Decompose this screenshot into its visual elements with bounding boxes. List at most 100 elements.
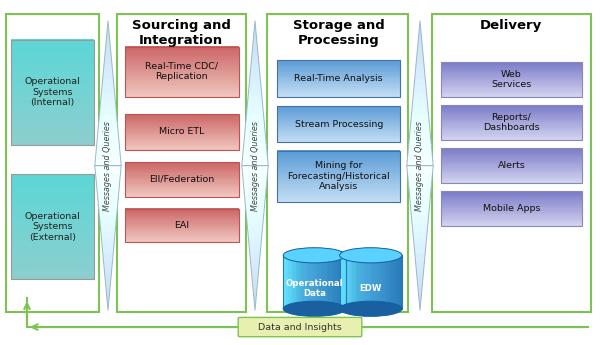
Bar bbox=[408, 172, 432, 180]
Bar bbox=[125, 63, 239, 65]
Bar bbox=[125, 176, 239, 177]
Bar bbox=[11, 237, 94, 241]
Bar bbox=[277, 84, 400, 86]
Bar bbox=[441, 120, 582, 121]
Bar bbox=[104, 259, 112, 267]
Bar bbox=[125, 50, 239, 51]
Bar bbox=[125, 126, 239, 127]
Bar bbox=[277, 127, 400, 129]
Bar bbox=[441, 66, 582, 68]
Bar bbox=[441, 92, 582, 93]
Bar bbox=[441, 65, 582, 67]
Bar bbox=[11, 181, 94, 185]
Bar bbox=[417, 274, 423, 282]
Bar bbox=[125, 178, 239, 179]
Text: Web
Services: Web Services bbox=[491, 70, 532, 89]
Bar bbox=[125, 88, 239, 90]
Bar bbox=[11, 124, 94, 127]
Text: Real-Time CDC/
Replication: Real-Time CDC/ Replication bbox=[145, 62, 218, 81]
Bar bbox=[277, 138, 400, 140]
Bar bbox=[389, 255, 392, 309]
Bar bbox=[277, 154, 400, 156]
Bar bbox=[125, 238, 239, 239]
Text: Operational
Systems
(External): Operational Systems (External) bbox=[25, 212, 80, 242]
Bar bbox=[441, 123, 582, 125]
Bar bbox=[245, 122, 265, 129]
Bar bbox=[125, 75, 239, 77]
Bar bbox=[441, 175, 582, 176]
Bar bbox=[11, 177, 94, 181]
Bar bbox=[277, 131, 400, 132]
Bar bbox=[125, 66, 239, 68]
Bar bbox=[277, 172, 400, 175]
FancyBboxPatch shape bbox=[238, 317, 362, 337]
Bar bbox=[125, 208, 239, 210]
Bar bbox=[11, 188, 94, 192]
Bar bbox=[250, 78, 260, 86]
Bar bbox=[318, 255, 321, 309]
Ellipse shape bbox=[340, 301, 402, 316]
Bar bbox=[251, 259, 259, 267]
Bar bbox=[441, 204, 582, 205]
Bar bbox=[277, 60, 400, 61]
Bar bbox=[125, 81, 239, 83]
Bar bbox=[11, 141, 94, 145]
Bar bbox=[277, 118, 400, 119]
Bar bbox=[125, 134, 239, 136]
Bar bbox=[125, 166, 239, 168]
Bar bbox=[102, 86, 114, 93]
Bar bbox=[441, 156, 582, 158]
Bar bbox=[277, 106, 400, 142]
Bar bbox=[441, 163, 582, 165]
Bar bbox=[11, 255, 94, 258]
Bar bbox=[242, 165, 268, 173]
Bar bbox=[252, 49, 258, 57]
Bar bbox=[419, 20, 421, 28]
Bar bbox=[441, 112, 582, 113]
Bar bbox=[277, 83, 400, 85]
Bar bbox=[408, 151, 432, 158]
Bar bbox=[125, 193, 239, 194]
Bar bbox=[125, 213, 239, 214]
Bar bbox=[247, 100, 263, 108]
Bar bbox=[11, 226, 94, 230]
Bar bbox=[441, 149, 582, 151]
Bar bbox=[125, 120, 239, 121]
Bar bbox=[11, 248, 94, 252]
Bar bbox=[277, 79, 400, 81]
Bar bbox=[125, 239, 239, 240]
Text: Micro ETL: Micro ETL bbox=[159, 127, 205, 137]
Bar bbox=[277, 171, 400, 173]
Bar bbox=[441, 134, 582, 135]
Bar bbox=[441, 94, 582, 96]
Bar bbox=[441, 201, 582, 203]
Bar bbox=[248, 93, 262, 100]
Bar bbox=[249, 86, 261, 93]
Bar bbox=[441, 71, 582, 72]
Bar bbox=[380, 255, 383, 309]
Bar bbox=[277, 62, 400, 64]
Bar bbox=[11, 223, 94, 227]
Bar bbox=[441, 179, 582, 180]
Text: Stream Processing: Stream Processing bbox=[295, 119, 383, 129]
Bar bbox=[350, 255, 353, 309]
Bar bbox=[11, 85, 94, 89]
Bar bbox=[277, 107, 400, 108]
Bar bbox=[441, 213, 582, 215]
Bar bbox=[11, 75, 94, 78]
Bar bbox=[11, 39, 94, 43]
Bar bbox=[253, 42, 257, 50]
Bar bbox=[125, 175, 239, 176]
Bar bbox=[277, 186, 400, 188]
Bar bbox=[303, 255, 306, 309]
Bar bbox=[417, 49, 423, 57]
Bar bbox=[125, 47, 239, 97]
Bar bbox=[245, 194, 265, 202]
Bar bbox=[11, 106, 94, 110]
Bar bbox=[418, 288, 422, 296]
Bar bbox=[277, 188, 400, 190]
Bar bbox=[441, 111, 582, 112]
Bar bbox=[246, 115, 264, 122]
Bar bbox=[11, 120, 94, 124]
Bar bbox=[11, 78, 94, 82]
